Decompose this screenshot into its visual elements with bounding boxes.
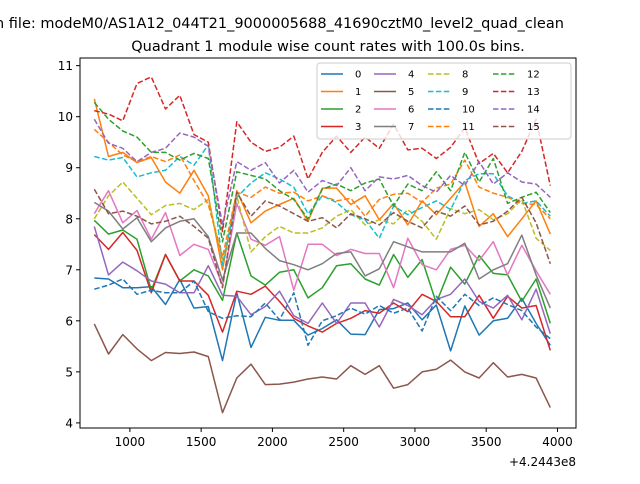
legend-label-2: 2 (355, 105, 361, 116)
y-tick-label: 11 (58, 59, 73, 73)
legend-label-4: 4 (408, 70, 414, 81)
series-line-0 (94, 277, 551, 362)
x-axis-offset-label: +4.2443e8 (509, 455, 576, 469)
y-axis: 4 5 6 7 8 9 10 11 (58, 59, 80, 430)
y-tick-label: 9 (65, 161, 73, 175)
series-line-13 (94, 76, 552, 233)
x-axis: 1000 1500 2000 2500 3000 3500 4000 (115, 428, 573, 449)
series-line-4 (93, 226, 552, 334)
legend-label-8: 8 (462, 70, 468, 81)
series-line-5 (93, 323, 551, 414)
chart-title: Quadrant 1 module wise count rates with … (131, 39, 525, 55)
y-tick-label: 10 (58, 110, 73, 124)
series-line-11 (93, 128, 551, 258)
legend-label-3: 3 (355, 122, 361, 133)
y-tick-label: 6 (65, 314, 73, 328)
series-line-8 (93, 181, 551, 261)
x-tick-label: 2500 (328, 435, 359, 449)
series-line-15 (93, 188, 552, 289)
series-line-7 (93, 201, 551, 309)
axes-frame (79, 57, 577, 429)
x-tick-label: 1500 (186, 435, 217, 449)
x-tick-label: 3500 (471, 435, 502, 449)
y-tick-label: 5 (65, 365, 73, 379)
y-tick-label: 8 (65, 212, 73, 226)
legend-label-10: 10 (462, 105, 475, 116)
legend-label-9: 9 (462, 87, 468, 98)
legend-label-6: 6 (408, 105, 414, 116)
legend-label-12: 12 (527, 70, 540, 81)
legend-label-14: 14 (527, 105, 540, 116)
legend-label-15: 15 (527, 122, 540, 133)
series-line-9 (94, 144, 551, 266)
legend-label-5: 5 (408, 87, 414, 98)
x-tick-label: 2000 (257, 435, 288, 449)
series-line-12 (93, 101, 551, 243)
y-tick-label: 4 (65, 416, 73, 430)
y-tick-label: 7 (65, 263, 73, 277)
legend-label-11: 11 (462, 122, 475, 133)
legend-label-7: 7 (408, 122, 414, 133)
series-line-14 (93, 118, 551, 226)
x-tick-label: 4000 (542, 435, 573, 449)
legend-label-13: 13 (527, 87, 540, 98)
x-tick-label: 3000 (400, 435, 431, 449)
legend-label-0: 0 (355, 70, 361, 81)
plot-area (93, 76, 552, 414)
x-tick-label: 1000 (115, 435, 146, 449)
series-line-6 (93, 189, 551, 295)
series-line-3 (93, 231, 552, 351)
legend-label-1: 1 (355, 87, 361, 98)
legend-box (316, 62, 572, 140)
figure-suptitle: n file: modeM0/AS1A12_044T21_9000005688_… (0, 16, 564, 32)
